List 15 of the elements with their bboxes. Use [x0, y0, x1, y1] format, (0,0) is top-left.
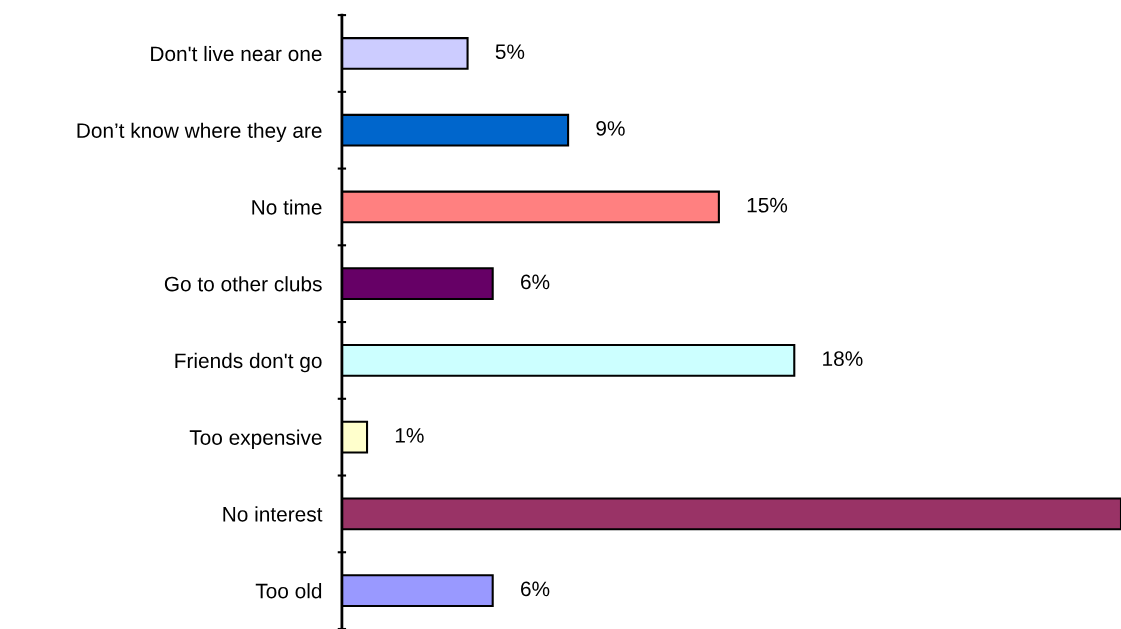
data-label: 1% — [395, 428, 424, 443]
y-tick-label: No time — [252, 199, 322, 215]
y-tick-label: Don't live near one — [151, 45, 322, 62]
data-label: 6% — [521, 274, 550, 290]
y-tick-label: Too expensive — [189, 429, 322, 450]
y-tick-label: Too old — [255, 583, 322, 599]
y-tick-label: Go to other clubs — [164, 276, 322, 292]
data-label: 18% — [823, 351, 863, 367]
y-tick-label: No interest — [223, 506, 323, 522]
data-label: 15% — [747, 197, 788, 213]
y-tick-label: Friends don't go — [175, 352, 322, 373]
y-tick-label: Don’t know where they are — [77, 122, 322, 143]
data-label: 6% — [521, 581, 550, 597]
data-label: 5% — [495, 44, 525, 60]
data-label: 9% — [596, 121, 625, 136]
